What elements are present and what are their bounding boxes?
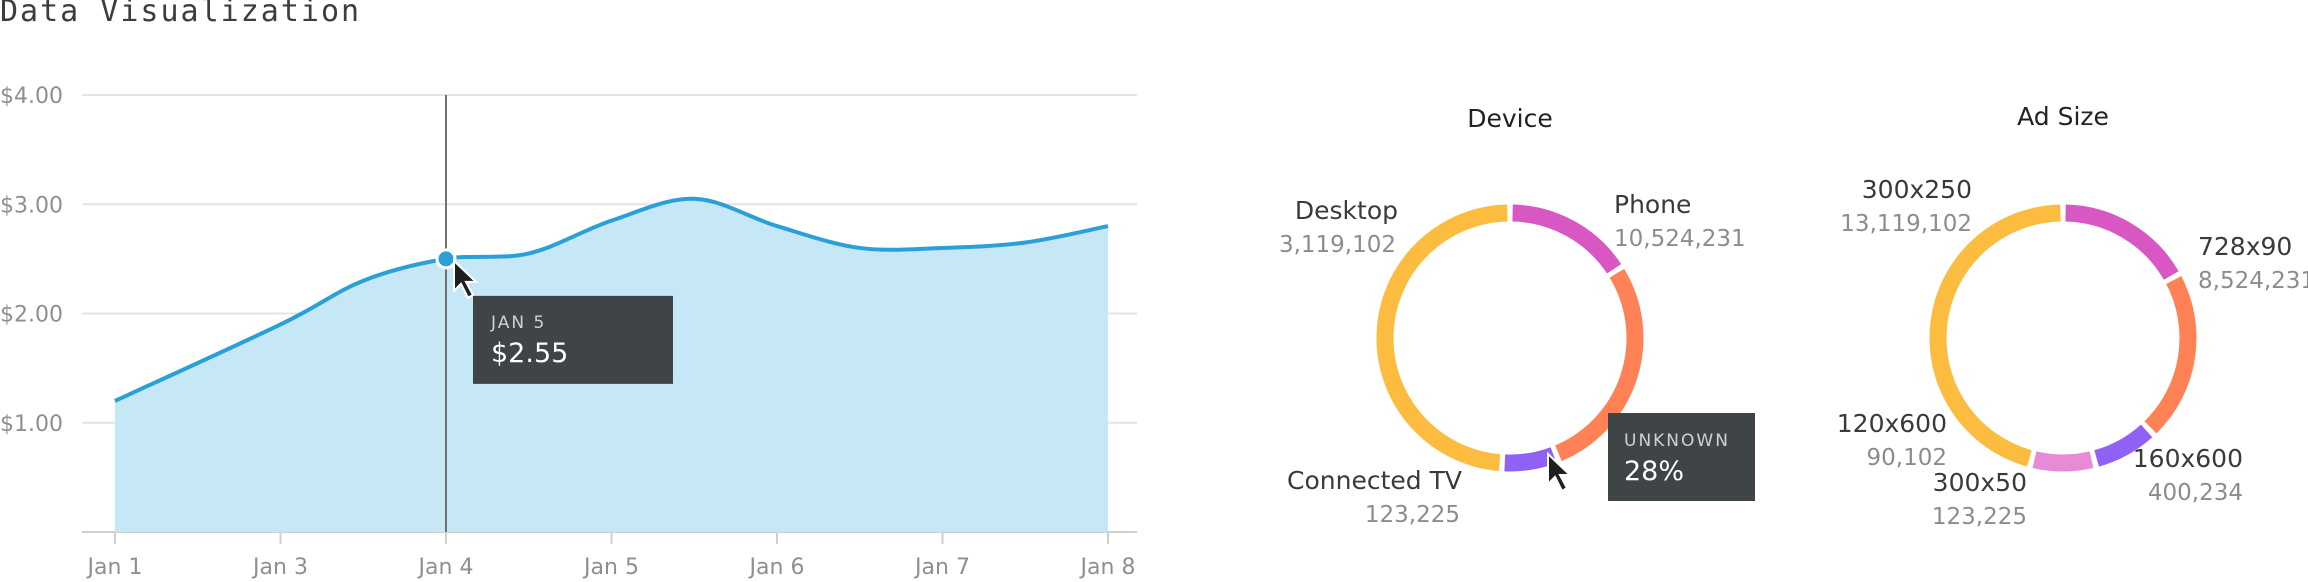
donut-chart-device: Device Phone 10,524,231 Connected TV 123,225…: [1279, 104, 1755, 528]
slice-label: 160x600: [2133, 444, 2243, 473]
slice-value: 13,119,102: [1840, 211, 1972, 237]
tooltip-date: JAN 5: [490, 313, 546, 333]
x-tick-label: Jan 4: [417, 555, 474, 580]
slice-value: 8,524,231: [2198, 268, 2308, 294]
slice-label: 728x90: [2198, 232, 2292, 261]
x-tick-label: Jan 8: [1079, 555, 1136, 580]
hover-data-point[interactable]: [435, 248, 457, 270]
slice-label: 120x600: [1837, 409, 1947, 438]
mouse-pointer-icon: [453, 258, 479, 300]
y-tick-label: $1.00: [0, 412, 63, 437]
y-tick-label: $3.00: [0, 193, 63, 218]
slice-value: 123,225: [1932, 504, 2027, 530]
donut-slice[interactable]: [2094, 424, 2153, 467]
tooltip-background: [1608, 413, 1755, 501]
slice-label: 300x50: [1933, 468, 2027, 497]
x-tick-label: Jan 1: [86, 555, 143, 580]
series-line: [114, 196, 1109, 403]
slice-value: 123,225: [1365, 502, 1460, 528]
x-tick-label: Jan 7: [913, 555, 970, 580]
donut-slice[interactable]: [2065, 204, 2179, 280]
area-chart: $4.00 $3.00 $2.00 $1.00 Jan 1 Jan 3 Jan 4 Jan 5…: [0, 84, 1137, 580]
donut-tooltip: UNKNOWN 28%: [1608, 413, 1755, 501]
donut-slice[interactable]: [1555, 268, 1644, 462]
tooltip-label: UNKNOWN: [1624, 431, 1730, 451]
donut-chart-ad-size: Ad Size 728x90 8,524,231 160x600 400,234 300x…: [1837, 102, 2308, 530]
x-tick-label: Jan 5: [582, 555, 639, 580]
page-title: Data Visualization: [0, 0, 362, 29]
y-tick-label: $4.00: [0, 84, 63, 109]
donut-slice[interactable]: [2032, 451, 2094, 472]
donut-title: Ad Size: [2017, 102, 2109, 131]
slice-label: 300x250: [1862, 175, 1972, 204]
y-tick-label: $2.00: [0, 303, 63, 328]
slice-value: 400,234: [2148, 480, 2243, 506]
x-tick-label: Jan 6: [748, 555, 805, 580]
slice-value: 10,524,231: [1614, 226, 1746, 252]
slice-label: Desktop: [1295, 196, 1398, 225]
donut-slice[interactable]: [1929, 204, 2061, 467]
tooltip-value: $2.55: [491, 338, 568, 369]
tooltip-background: [473, 295, 673, 384]
x-tick-label: Jan 3: [251, 555, 308, 580]
slice-label: Connected TV: [1287, 466, 1462, 495]
donut-slice[interactable]: [1376, 204, 1508, 472]
donut-slice[interactable]: [2144, 276, 2197, 434]
mouse-pointer-icon: [1547, 451, 1573, 493]
donut-slice[interactable]: [1504, 447, 1557, 472]
tooltip-value: 28%: [1624, 456, 1684, 487]
line-tooltip: JAN 5 $2.55: [473, 295, 673, 384]
slice-label: Phone: [1614, 190, 1691, 219]
slice-value: 3,119,102: [1279, 232, 1396, 258]
donut-title: Device: [1467, 104, 1553, 133]
slice-value: 90,102: [1867, 445, 1947, 471]
donut-slice[interactable]: [1512, 204, 1622, 274]
